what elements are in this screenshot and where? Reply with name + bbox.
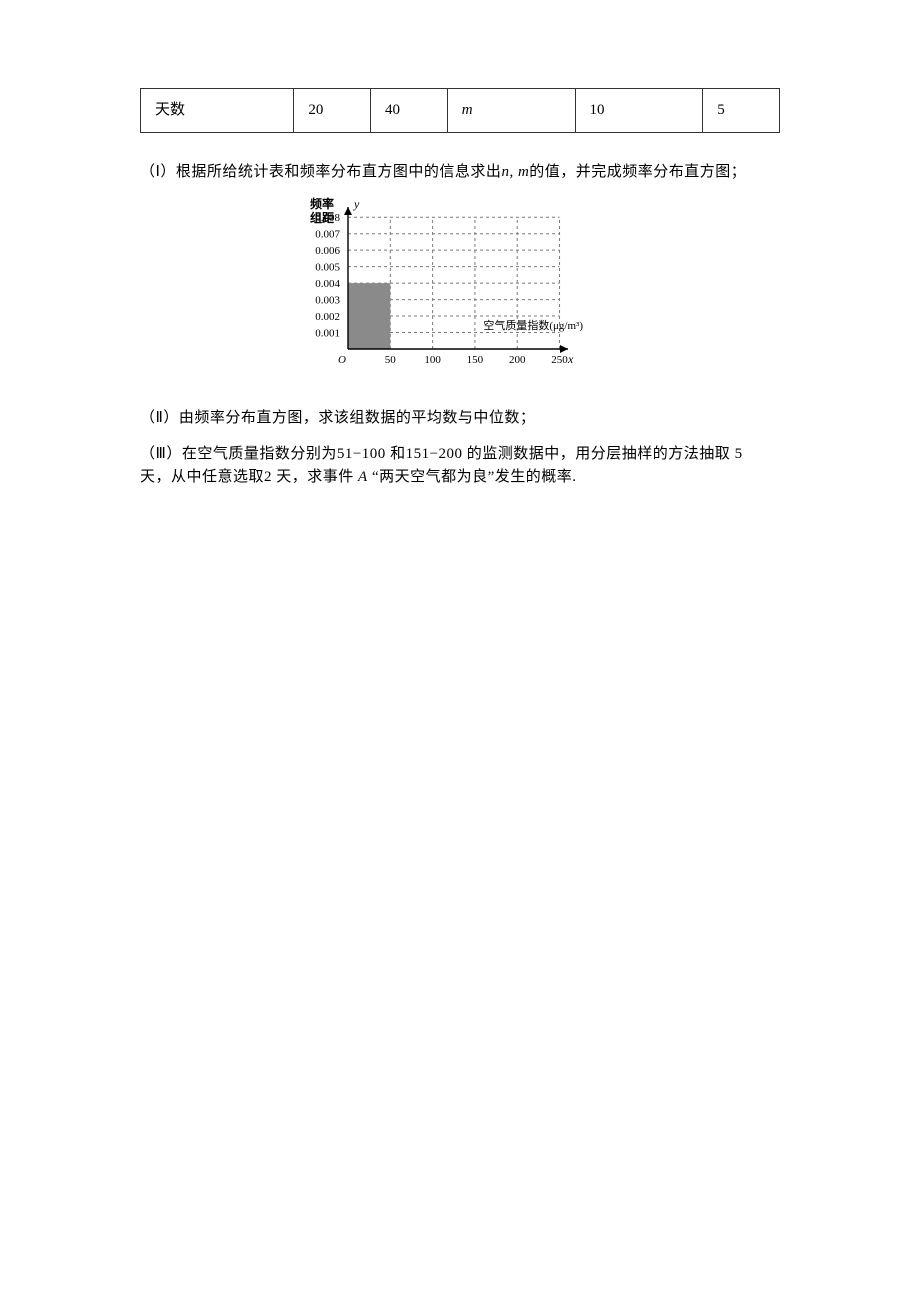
histogram-svg: 0.0010.0020.0030.0040.0050.0060.0070.008… [270,197,650,387]
svg-text:空气质量指数(μg/m³): 空气质量指数(μg/m³) [483,318,583,332]
q1-suffix: 的值，并完成频率分布直方图； [529,164,746,180]
question-1: （Ⅰ）根据所给统计表和频率分布直方图中的信息求出n, m的值，并完成频率分布直方… [140,161,780,184]
cell-2: m [447,89,575,133]
q3-n1: 5 [735,446,743,462]
svg-text:0.001: 0.001 [315,328,340,340]
svg-text:250: 250 [551,354,568,366]
cell-3: 10 [575,89,703,133]
q3-e: “两天空气都为良”发生的概率. [372,469,577,485]
q3-var: A [358,469,368,485]
q1-vars: n, m [501,164,529,180]
q3-a: （Ⅲ）在空气质量指数分别为 [140,446,337,462]
svg-text:0.005: 0.005 [315,262,340,274]
q1-prefix: （Ⅰ）根据所给统计表和频率分布直方图中的信息求出 [140,164,501,180]
question-3: （Ⅲ）在空气质量指数分别为51−100 和151−200 的监测数据中，用分层抽… [140,443,780,488]
question-2: （Ⅱ）由频率分布直方图，求该组数据的平均数与中位数； [140,407,780,430]
svg-text:50: 50 [385,354,397,366]
svg-text:O: O [338,354,346,366]
cell-4: 5 [703,89,780,133]
q3-mid: 和 [390,446,406,462]
q3-r2: 151−200 [406,446,463,462]
q3-d: 天，求事件 [276,469,354,485]
cell-0: 20 [294,89,371,133]
svg-text:100: 100 [424,354,441,366]
svg-text:0.007: 0.007 [315,229,340,241]
data-table: 天数 20 40 m 10 5 [140,88,780,133]
histogram-figure: 0.0010.0020.0030.0040.0050.0060.0070.008… [140,197,780,395]
q3-r1: 51−100 [337,446,386,462]
svg-text:频率: 频率 [310,197,334,211]
q3-c: 天，从中任意选取 [140,469,264,485]
svg-text:200: 200 [509,354,526,366]
svg-text:150: 150 [467,354,484,366]
svg-text:0.004: 0.004 [315,278,340,290]
svg-text:0.003: 0.003 [315,295,340,307]
svg-text:y: y [353,197,360,211]
svg-text:组距: 组距 [310,210,334,225]
table-row: 天数 20 40 m 10 5 [141,89,780,133]
page: 天数 20 40 m 10 5 （Ⅰ）根据所给统计表和频率分布直方图中的信息求出… [0,0,920,542]
svg-text:0.002: 0.002 [315,311,340,323]
cell-1: 40 [371,89,448,133]
svg-text:x: x [567,352,574,366]
svg-text:0.006: 0.006 [315,245,340,257]
q3-b: 的监测数据中，用分层抽样的方法抽取 [467,446,731,462]
q3-n2: 2 [264,469,272,485]
row-label: 天数 [141,89,294,133]
